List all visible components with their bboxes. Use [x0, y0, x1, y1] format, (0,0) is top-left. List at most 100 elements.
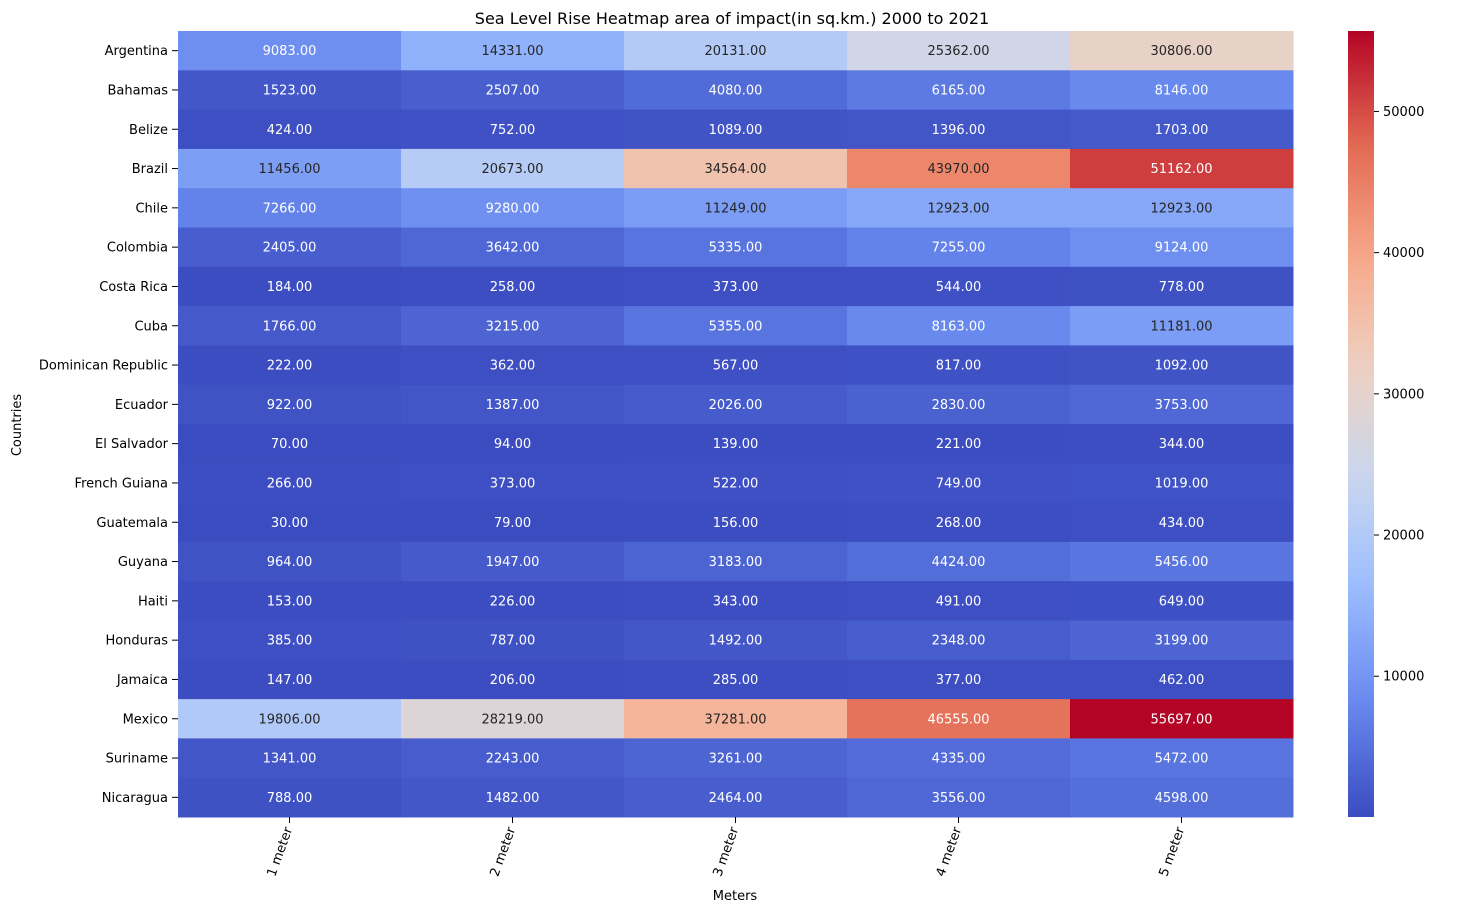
heatmap-cell: [1070, 659, 1294, 700]
row-tick-label: Guyana: [118, 555, 168, 570]
cell-value-label: 7255.00: [932, 241, 986, 256]
cell-value-label: 5355.00: [709, 319, 763, 334]
row-tick-label: Mexico: [123, 712, 168, 727]
heatmap-cell: [178, 738, 402, 779]
cell-value-label: 788.00: [267, 791, 313, 806]
heatmap-cell: [401, 424, 625, 464]
cell-value-label: 522.00: [713, 476, 759, 491]
cell-value-label: 462.00: [1159, 673, 1205, 688]
row-tick-label: French Guiana: [75, 476, 168, 491]
heatmap-cell: [1070, 620, 1294, 661]
heatmap-cell: [624, 70, 848, 111]
cell-value-label: 544.00: [936, 280, 982, 295]
cell-value-label: 1703.00: [1155, 123, 1209, 138]
heatmap-cell: [847, 738, 1071, 779]
heatmap-cell: [1070, 31, 1294, 71]
column-tick-label: 4 meter: [934, 825, 966, 879]
cell-value-label: 1492.00: [709, 634, 763, 649]
heatmap-cell: [401, 70, 625, 111]
heatmap-cell: [624, 109, 848, 150]
cell-value-label: 3183.00: [709, 555, 763, 570]
cell-value-label: 6165.00: [932, 83, 986, 98]
heatmap-cell: [847, 581, 1071, 621]
heatmap-cell: [847, 266, 1071, 307]
column-tick-label: 3 meter: [711, 825, 743, 879]
cell-value-label: 491.00: [936, 594, 982, 609]
heatmap-cell: [178, 266, 402, 307]
heatmap-cell: [178, 227, 402, 268]
cell-value-label: 226.00: [490, 594, 536, 609]
heatmap-cell: [1070, 306, 1294, 346]
heatmap-cell: [401, 541, 625, 582]
cell-value-label: 922.00: [267, 398, 313, 413]
cell-value-label: 1092.00: [1155, 359, 1209, 374]
cell-value-label: 8146.00: [1155, 83, 1209, 98]
heatmap-cell: [401, 345, 625, 386]
cell-value-label: 385.00: [267, 634, 313, 649]
heatmap-cell: [624, 424, 848, 464]
heatmap-cell: [178, 424, 402, 464]
cell-value-label: 2405.00: [263, 241, 317, 256]
cell-value-label: 1396.00: [932, 123, 986, 138]
heatmap-cell: [401, 266, 625, 307]
heatmap-cell: [1070, 502, 1294, 543]
heatmap-cell: [624, 502, 848, 543]
row-tick-label: El Salvador: [95, 437, 169, 452]
cell-value-label: 37281.00: [704, 712, 766, 727]
row-tick-label: Colombia: [107, 241, 168, 256]
cell-value-label: 1482.00: [486, 791, 540, 806]
heatmap-cell: [1070, 70, 1294, 111]
colorbar-tick-label: 10000: [1383, 670, 1424, 685]
heatmap-cell: [178, 463, 402, 504]
heatmap-cell: [178, 70, 402, 111]
heatmap-cell: [847, 109, 1071, 150]
row-tick-label: Nicaragua: [102, 791, 168, 806]
cell-value-label: 285.00: [713, 673, 759, 688]
heatmap-cell: [847, 31, 1071, 71]
cell-value-label: 20673.00: [481, 162, 543, 177]
heatmap-cell: [178, 541, 402, 582]
heatmap-cell: [624, 306, 848, 346]
heatmap-cell: [178, 148, 402, 189]
cell-value-label: 344.00: [1159, 437, 1205, 452]
heatmap-cell: [178, 345, 402, 386]
heatmap-cell: [1070, 738, 1294, 779]
cell-value-label: 4598.00: [1155, 791, 1209, 806]
heatmap-cell: [401, 581, 625, 621]
row-tick-label: Guatemala: [96, 516, 168, 531]
heatmap-cell: [1070, 541, 1294, 582]
cell-value-label: 567.00: [713, 359, 759, 374]
heatmap-cell: [401, 620, 625, 661]
cell-value-label: 55697.00: [1150, 712, 1212, 727]
heatmap-cells: 9083.00 14331.00 20131.00 25362.00 30806.00 1…: [178, 31, 1294, 818]
cell-value-label: 222.00: [267, 359, 313, 374]
cell-value-label: 14331.00: [481, 44, 543, 59]
cell-value-label: 184.00: [267, 280, 313, 295]
cell-value-label: 1341.00: [263, 752, 317, 767]
heatmap-cell: [847, 620, 1071, 661]
cell-value-label: 424.00: [267, 123, 313, 138]
row-tick-label: Dominican Republic: [39, 359, 168, 374]
cell-value-label: 373.00: [490, 476, 536, 491]
cell-value-label: 3199.00: [1155, 634, 1209, 649]
heatmap-cell: [847, 70, 1071, 111]
column-tick-labels: 1 meter 2 meter 3 meter 4 meter 5 meter: [265, 817, 1188, 879]
cell-value-label: 1019.00: [1155, 476, 1209, 491]
heatmap-cell: [401, 148, 625, 189]
cell-value-label: 343.00: [713, 594, 759, 609]
heatmap-cell: [178, 188, 402, 228]
heatmap-cell: [401, 384, 625, 425]
cell-value-label: 752.00: [490, 123, 536, 138]
heatmap-cell: [178, 31, 402, 71]
heatmap-cell: [1070, 109, 1294, 150]
cell-value-label: 3642.00: [486, 241, 540, 256]
cell-value-label: 377.00: [936, 673, 982, 688]
heatmap-cell: [401, 188, 625, 228]
heatmap-cell: [401, 738, 625, 779]
heatmap-cell: [624, 541, 848, 582]
heatmap-cell: [624, 620, 848, 661]
cell-value-label: 11456.00: [258, 162, 320, 177]
heatmap-cell: [1070, 463, 1294, 504]
heatmap-cell: [624, 31, 848, 71]
heatmap-cell: [1070, 227, 1294, 268]
